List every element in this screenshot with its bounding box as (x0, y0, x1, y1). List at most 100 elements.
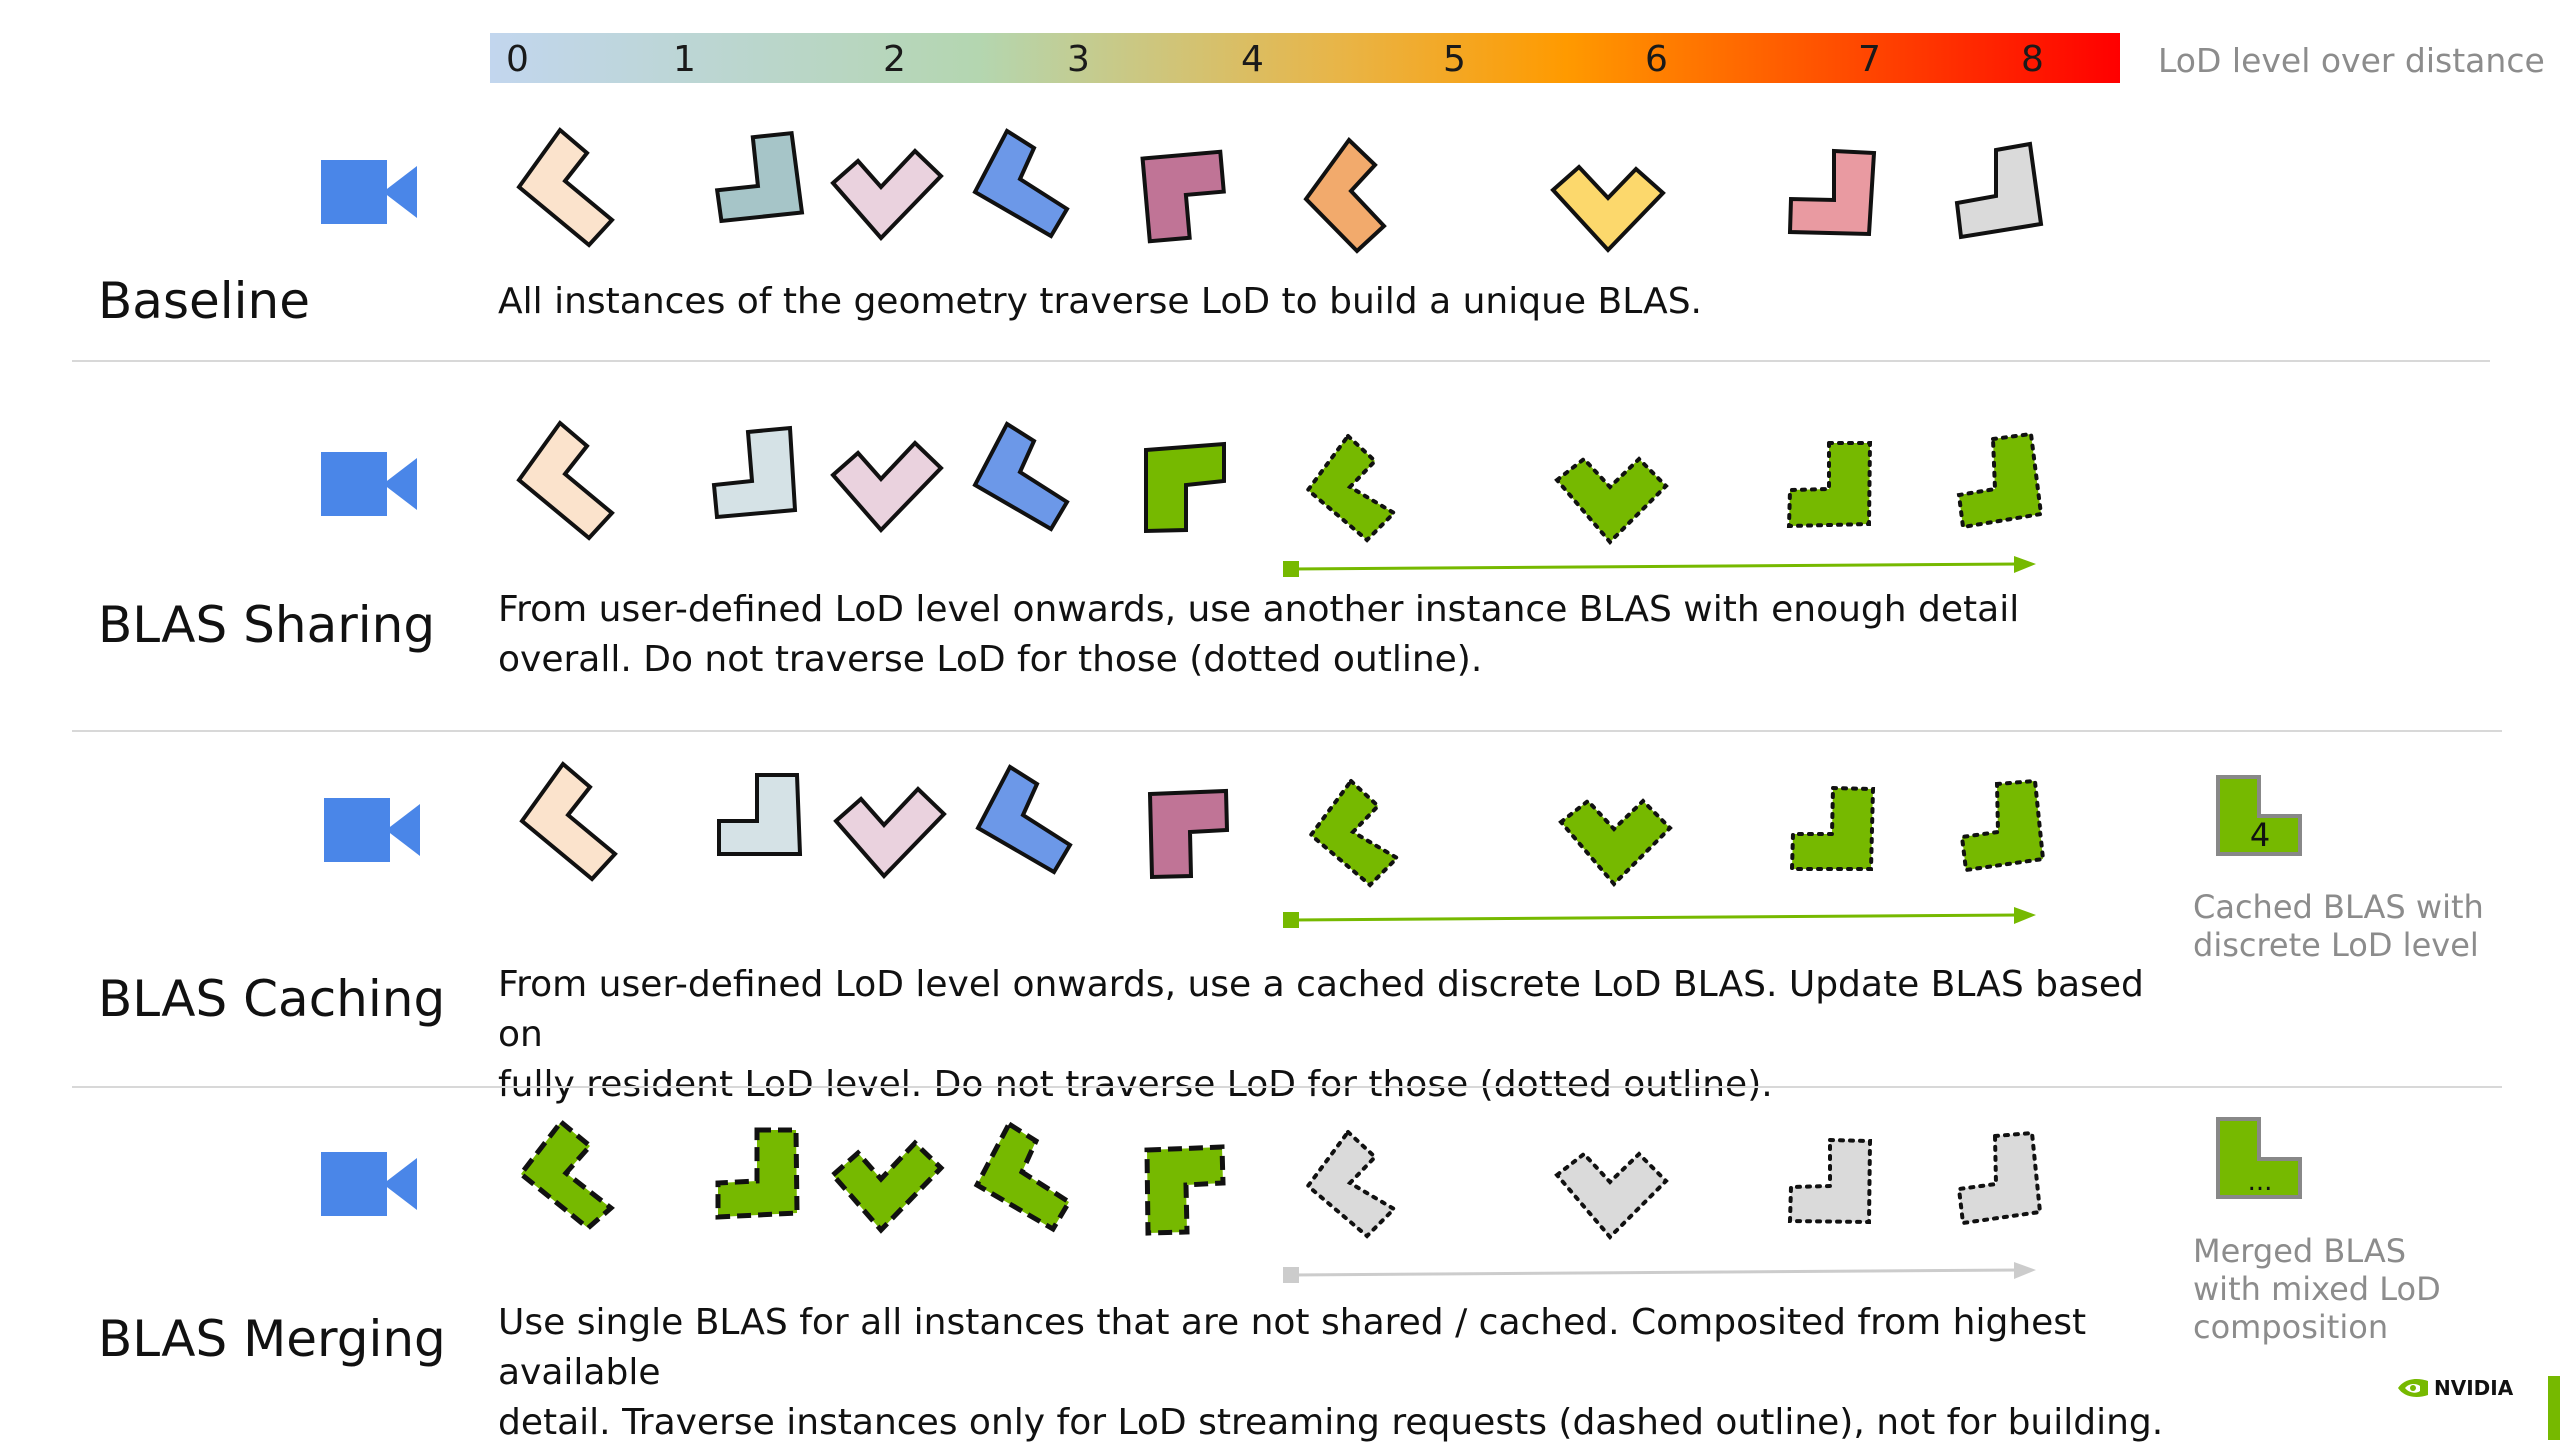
row-description-blas-caching: From user-defined LoD level onwards, use… (498, 960, 2178, 1110)
nvidia-wordmark: NVIDIA (2434, 1376, 2514, 1400)
caching-range-arrow (1291, 913, 2021, 922)
side-caption-cached-blas: Cached BLAS with discrete LoD level (2193, 888, 2533, 964)
lod-shape-8 (1954, 141, 2044, 240)
lod-tick-6: 6 (1645, 39, 1668, 80)
lod-tick-2: 2 (883, 39, 906, 80)
lod-shape-0 (516, 420, 615, 541)
merged-blas-icon: ... (2216, 1117, 2302, 1199)
blas-merging-shared-shapes (1305, 1129, 2043, 1240)
lod-shape-6 (1550, 164, 1666, 253)
merging-range-arrow (1291, 1268, 2021, 1277)
arrow-head (2014, 907, 2036, 924)
lod-shape-3 (972, 421, 1070, 532)
lod-shape-2 (829, 1139, 945, 1234)
lod-shape-7 (1787, 1137, 1873, 1225)
caption-line: Cached BLAS with (2193, 888, 2484, 926)
lod-shape-0 (519, 761, 618, 882)
caption-line: Merged BLAS (2193, 1232, 2407, 1270)
arrow-start-marker (1283, 561, 1299, 577)
lod-shape-1 (717, 773, 803, 856)
brand-accent-bar (2548, 1376, 2560, 1440)
lod-tick-5: 5 (1443, 39, 1466, 80)
lod-shape-8 (1956, 431, 2044, 530)
blas-merging-merged-shapes (517, 1118, 1226, 1236)
description-line: From user-defined LoD level onwards, use… (498, 589, 2020, 630)
blas-caching-shapes (519, 761, 1230, 882)
row-description-blas-sharing: From user-defined LoD level onwards, use… (498, 585, 2178, 685)
caption-line: discrete LoD level (2193, 926, 2479, 964)
row-title-baseline: Baseline (98, 272, 310, 330)
lod-shape-2 (830, 148, 944, 241)
camera-icon (321, 1152, 417, 1216)
arrow-head (2014, 556, 2036, 573)
row-separator (72, 1086, 2502, 1088)
lod-shape-5 (1303, 136, 1387, 254)
description-line: overall. Do not traverse LoD for those (… (498, 639, 1483, 680)
lod-shape-5 (1308, 778, 1401, 888)
legend-title: LoD level over distance (2158, 41, 2545, 80)
lod-shape-3 (973, 1120, 1073, 1233)
lod-shape-7 (1789, 785, 1876, 871)
arrow-start-marker (1283, 1267, 1299, 1283)
lod-shape-0 (516, 127, 615, 248)
lod-tick-3: 3 (1067, 39, 1090, 80)
lod-shape-4 (1144, 1144, 1226, 1236)
lod-shape-3 (972, 128, 1070, 239)
row-description-baseline: All instances of the geometry traverse L… (498, 277, 2178, 327)
lod-shape-6 (1558, 798, 1673, 887)
side-caption-merged-blas: Merged BLAS with mixed LoD composition (2193, 1232, 2533, 1346)
camera-icon (321, 452, 417, 516)
lod-shape-7 (1787, 148, 1877, 237)
row-title-blas-sharing: BLAS Sharing (98, 596, 436, 654)
row-separator (72, 360, 2490, 362)
nvidia-logo: NVIDIA (2396, 1373, 2513, 1403)
row-separator (72, 730, 2502, 732)
caption-line: composition (2193, 1308, 2389, 1346)
lod-gradient-bar (490, 33, 2120, 83)
lod-shape-4 (1140, 149, 1226, 244)
cached-lod-level-label: 4 (2250, 816, 2270, 854)
row-title-blas-merging: BLAS Merging (98, 1310, 446, 1368)
lod-shape-1 (715, 1127, 800, 1220)
cached-blas-icon: 4 (2216, 775, 2302, 856)
row-description-blas-merging: Use single BLAS for all instances that a… (498, 1298, 2178, 1448)
camera-icon (321, 160, 417, 224)
description-line: Use single BLAS for all instances that a… (498, 1302, 2087, 1393)
lod-shape-4 (1147, 788, 1230, 880)
caption-line: with mixed LoD (2193, 1270, 2441, 1308)
lod-tick-1: 1 (673, 39, 696, 80)
lod-shape-7 (1786, 441, 1873, 529)
lod-tick-7: 7 (1858, 39, 1881, 80)
lod-shape-5 (1305, 433, 1398, 543)
nvidia-eye-icon (2398, 1379, 2428, 1397)
blas-sharing-shapes (516, 420, 1226, 541)
merged-lod-level-label: ... (2248, 1167, 2273, 1197)
arrow-head (2014, 1262, 2036, 1279)
lod-shape-6 (1554, 1151, 1669, 1240)
description-line: detail. Traverse instances only for LoD … (498, 1402, 2164, 1443)
lod-tick-0: 0 (506, 39, 529, 80)
lod-tick-8: 8 (2021, 39, 2044, 80)
description-line: All instances of the geometry traverse L… (498, 281, 1702, 322)
blas-sharing-shared-shapes (1305, 431, 2044, 545)
lod-shape-2 (833, 786, 947, 879)
lod-shape-8 (1956, 1130, 2043, 1226)
lod-shape-5 (1305, 1129, 1398, 1239)
lod-shape-6 (1554, 456, 1669, 545)
lod-tick-4: 4 (1241, 39, 1264, 80)
blas-caching-cached-shapes (1308, 778, 2046, 888)
lod-shape-3 (975, 764, 1073, 875)
lod-shape-8 (1959, 778, 2046, 873)
lod-shape-1 (714, 130, 805, 224)
row-title-blas-caching: BLAS Caching (98, 970, 446, 1028)
arrow-start-marker (1283, 912, 1299, 928)
description-line: From user-defined LoD level onwards, use… (498, 964, 2144, 1055)
baseline-shapes (516, 127, 2044, 254)
lod-shape-0 (517, 1118, 615, 1232)
lod-shape-2 (830, 440, 944, 533)
sharing-range-arrow (1291, 562, 2021, 571)
lod-shape-4 (1144, 441, 1226, 534)
description-line: fully resident LoD level. Do not travers… (498, 1064, 1773, 1105)
